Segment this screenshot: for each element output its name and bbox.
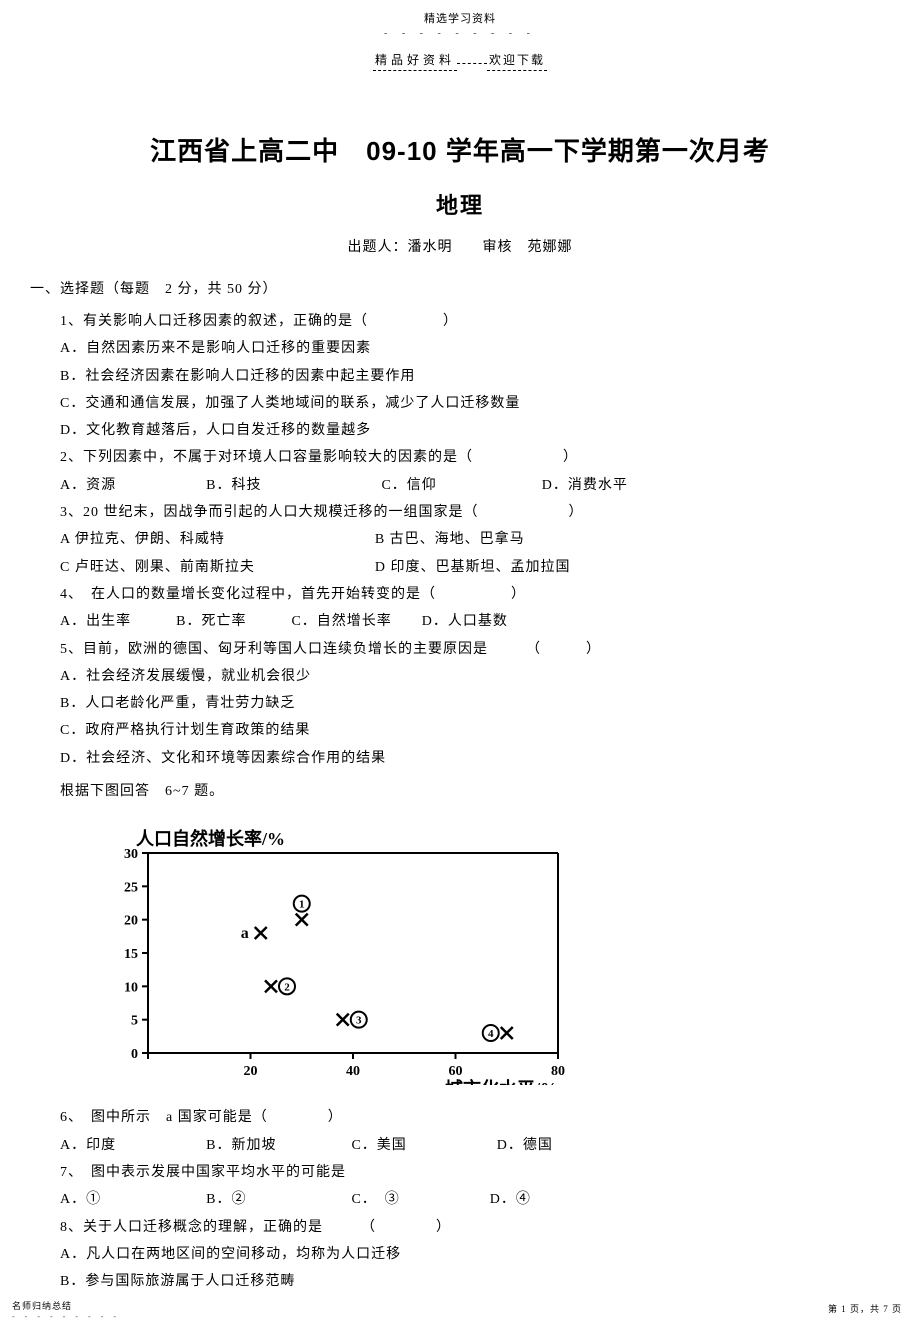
footer-left-dots: - - - - - - - - -: [12, 1312, 120, 1321]
svg-text:5: 5: [131, 1014, 138, 1029]
svg-text:人口自然增长率/%: 人口自然增长率/%: [136, 828, 285, 849]
q3b: C 卢旺达、刚果、前南斯拉夫 D 印度、巴基斯坦、孟加拉国: [60, 554, 890, 581]
svg-text:15: 15: [124, 947, 138, 962]
chart-svg: 人口自然增长率/% 0 5 10 15 20 25 30 20 40 60 80城市化水平/% a 1 2 3…: [88, 823, 568, 1085]
chart: 人口自然增长率/% 0 5 10 15 20 25 30 20 40 60 80城市化水平/% a 1 2 3…: [88, 823, 890, 1090]
q1b: B．社会经济因素在影响人口迁移的因素中起主要作用: [60, 363, 890, 390]
svg-text:2: 2: [284, 982, 290, 994]
q5b: B．人口老龄化严重，青壮劳力缺乏: [60, 690, 890, 717]
svg-text:4: 4: [488, 1028, 494, 1040]
q1a: A．自然因素历来不是影响人口迁移的重要因素: [60, 335, 890, 362]
sub-left: 精品好资料: [373, 51, 457, 71]
q8: 8、关于人口迁移概念的理解，正确的是 （ ）: [60, 1214, 890, 1241]
footer-right: 第 1 页，共 7 页: [828, 1302, 902, 1315]
q8b: B．参与国际旅游属于人口迁移范畴: [60, 1268, 890, 1295]
q6-opts: A．印度 B．新加坡 C．美国 D．德国: [60, 1132, 890, 1159]
q2: 2、下列因素中，不属于对环境人口容量影响较大的因素的是（ ）: [60, 444, 890, 471]
svg-text:a: a: [241, 925, 249, 942]
q7: 7、 图中表示发展中国家平均水平的可能是: [60, 1159, 890, 1186]
questions-block: 1、有关影响人口迁移因素的叙述，正确的是（ ） A．自然因素历来不是影响人口迁移…: [30, 308, 890, 1295]
svg-text:1: 1: [299, 899, 305, 911]
svg-text:80: 80: [551, 1064, 565, 1079]
q2-opts: A．资源 B．科技 C．信仰 D．消费水平: [60, 472, 890, 499]
svg-text:10: 10: [124, 981, 138, 996]
svg-text:3: 3: [356, 1015, 362, 1027]
svg-text:城市化水平/%: 城市化水平/%: [445, 1078, 558, 1085]
svg-text:20: 20: [244, 1064, 258, 1079]
q3: 3、20 世纪末，因战争而引起的人口大规模迁移的一组国家是（ ）: [60, 499, 890, 526]
q1: 1、有关影响人口迁移因素的叙述，正确的是（ ）: [60, 308, 890, 335]
subject-title: 地理: [30, 188, 890, 220]
q5d: D．社会经济、文化和环境等因素综合作用的结果: [60, 745, 890, 772]
top-label: 精选学习资料: [30, 10, 890, 26]
chart-note: 根据下图回答 6~7 题。: [60, 778, 890, 805]
q8a: A．凡人口在两地区间的空间移动，均称为人口迁移: [60, 1241, 890, 1268]
svg-text:20: 20: [124, 914, 138, 929]
svg-text:0: 0: [131, 1047, 138, 1062]
q6: 6、 图中所示 a 国家可能是（ ）: [60, 1104, 890, 1131]
svg-text:60: 60: [449, 1064, 463, 1079]
q4: 4、 在人口的数量增长变化过程中，首先开始转变的是（ ）: [60, 581, 890, 608]
q5c: C．政府严格执行计划生育政策的结果: [60, 717, 890, 744]
q7-opts: A．① B．② C． ③ D．④: [60, 1186, 890, 1213]
svg-text:30: 30: [124, 847, 138, 862]
top-dots: - - - - - - - - -: [30, 28, 890, 39]
q1c: C．交通和通信发展，加强了人类地域间的联系，减少了人口迁移数量: [60, 390, 890, 417]
q1d: D．文化教育越落后，人口自发迁移的数量越多: [60, 417, 890, 444]
q5a: A．社会经济发展缓慢，就业机会很少: [60, 663, 890, 690]
svg-text:40: 40: [346, 1064, 360, 1079]
footer-left-text: 名师归纳总结: [12, 1299, 120, 1312]
main-title: 江西省上高二中 09-10 学年高一下学期第一次月考: [30, 131, 890, 168]
authors: 出题人：潘水明 审核 苑娜娜: [30, 236, 890, 256]
section-head: 一、选择题（每题 2 分，共 50 分）: [30, 278, 890, 298]
sub-right: 欢迎下载: [487, 51, 547, 71]
q3a: A 伊拉克、伊朗、科威特 B 古巴、海地、巴拿马: [60, 526, 890, 553]
svg-text:25: 25: [124, 881, 138, 896]
q4-opts: A．出生率 B．死亡率 C．自然增长率 D．人口基数: [60, 608, 890, 635]
q5: 5、目前，欧洲的德国、匈牙利等国人口连续负增长的主要原因是 （ ）: [60, 636, 890, 663]
sub-header: 精品好资料 欢迎下载: [30, 51, 890, 71]
